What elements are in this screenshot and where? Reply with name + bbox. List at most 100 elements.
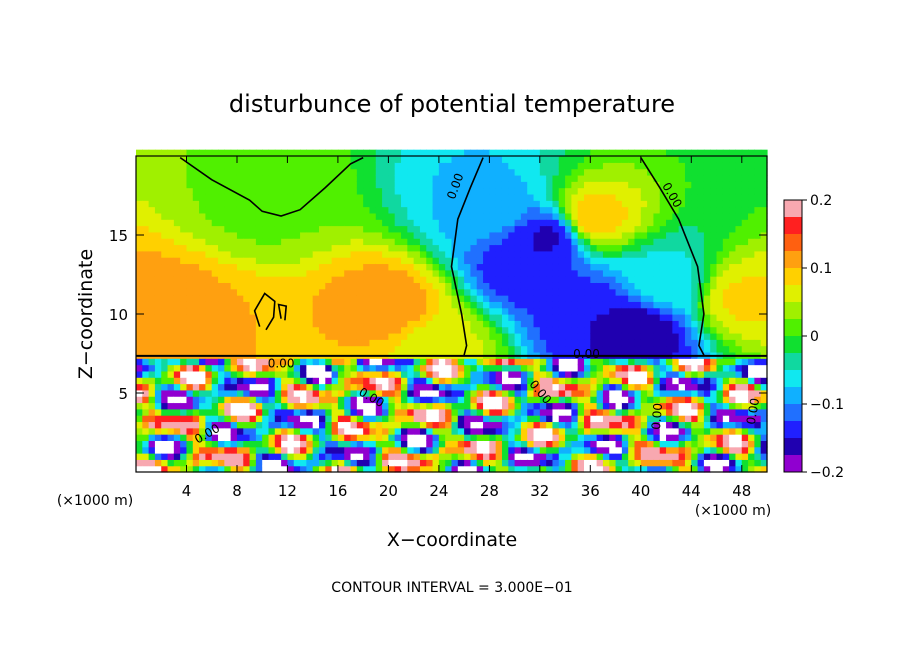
heatmap-cell	[375, 250, 383, 258]
heatmap-cell	[287, 377, 295, 385]
heatmap-cell	[173, 238, 181, 246]
heatmap-cell	[533, 364, 541, 372]
heatmap-cell	[457, 396, 465, 404]
heatmap-cell	[672, 301, 680, 309]
heatmap-cell	[382, 370, 389, 378]
heatmap-cell	[552, 408, 560, 416]
heatmap-cell	[262, 440, 270, 448]
heatmap-cell	[432, 446, 440, 454]
heatmap-cell	[602, 219, 610, 227]
heatmap-cell	[514, 206, 522, 214]
heatmap-cell	[716, 276, 724, 283]
heatmap-cell	[684, 295, 692, 302]
heatmap-cell	[666, 193, 673, 201]
heatmap-cell	[520, 212, 528, 220]
heatmap-cell	[565, 282, 572, 290]
heatmap-cell	[173, 440, 181, 448]
heatmap-cell	[293, 453, 301, 460]
heatmap-cell	[716, 440, 724, 448]
heatmap-cell	[142, 320, 150, 328]
heatmap-cell	[306, 295, 314, 302]
heatmap-cell	[363, 434, 371, 441]
heatmap-cell	[186, 370, 194, 378]
heatmap-cell	[552, 326, 560, 334]
heatmap-cell	[262, 288, 270, 296]
heatmap-cell	[401, 383, 408, 391]
heatmap-cell	[148, 301, 156, 309]
heatmap-cell	[142, 238, 150, 246]
heatmap-cell	[344, 276, 352, 283]
heatmap-cell	[192, 212, 200, 220]
heatmap-cell	[451, 307, 459, 315]
heatmap-cell	[337, 263, 345, 271]
heatmap-cell	[514, 231, 522, 239]
heatmap-cell	[388, 288, 396, 296]
heatmap-cell	[249, 370, 257, 378]
heatmap-cell	[249, 282, 257, 290]
heatmap-cell	[438, 434, 446, 441]
heatmap-cell	[350, 231, 358, 239]
heatmap-cell	[590, 250, 598, 258]
heatmap-cell	[678, 408, 686, 416]
heatmap-cell	[533, 383, 541, 391]
heatmap-cell	[167, 250, 175, 258]
heatmap-cell	[432, 174, 440, 182]
heatmap-cell	[666, 250, 673, 258]
heatmap-cell	[464, 149, 472, 157]
heatmap-cell	[369, 459, 377, 467]
heatmap-cell	[173, 206, 181, 214]
heatmap-cell	[388, 269, 396, 277]
heatmap-cell	[571, 206, 579, 214]
heatmap-cell	[255, 440, 263, 448]
heatmap-cell	[678, 288, 686, 296]
heatmap-cell	[413, 187, 421, 195]
heatmap-cell	[558, 345, 566, 353]
heatmap-cell	[407, 434, 415, 441]
heatmap-cell	[180, 238, 188, 246]
heatmap-cell	[356, 396, 364, 404]
heatmap-cell	[489, 250, 497, 258]
heatmap-cell	[489, 212, 497, 220]
heatmap-cell	[514, 326, 522, 334]
heatmap-cell	[571, 358, 579, 366]
heatmap-cell	[457, 339, 465, 347]
heatmap-cell	[287, 320, 295, 328]
heatmap-cell	[407, 326, 415, 334]
heatmap-cell	[306, 193, 314, 201]
heatmap-cell	[735, 339, 743, 347]
heatmap-cell	[615, 200, 623, 208]
heatmap-cell	[205, 402, 213, 410]
heatmap-cell	[628, 446, 636, 454]
heatmap-cell	[514, 295, 522, 302]
heatmap-cell	[236, 326, 244, 334]
heatmap-cell	[375, 301, 383, 309]
heatmap-cell	[337, 282, 345, 290]
heatmap-cell	[230, 193, 238, 201]
heatmap-cell	[476, 269, 484, 277]
heatmap-cell	[666, 231, 673, 239]
heatmap-cell	[312, 219, 320, 227]
heatmap-cell	[483, 288, 490, 296]
heatmap-cell	[407, 181, 415, 189]
heatmap-cell	[735, 238, 743, 246]
heatmap-cell	[640, 326, 648, 334]
heatmap-cell	[274, 370, 282, 378]
heatmap-cell	[218, 250, 225, 258]
heatmap-cell	[577, 244, 585, 252]
heatmap-cell	[520, 358, 528, 366]
heatmap-cell	[451, 250, 459, 258]
heatmap-cell	[268, 168, 276, 176]
heatmap-cell	[546, 377, 554, 385]
heatmap-cell	[615, 408, 623, 416]
heatmap-cell	[394, 238, 402, 246]
heatmap-cell	[287, 465, 295, 473]
heatmap-cell	[249, 459, 257, 467]
heatmap-cell	[508, 402, 516, 410]
heatmap-cell	[445, 250, 453, 258]
heatmap-cell	[445, 276, 453, 283]
heatmap-cell	[243, 370, 251, 378]
heatmap-cell	[628, 219, 636, 227]
heatmap-cell	[192, 282, 200, 290]
heatmap-cell	[489, 427, 497, 435]
heatmap-cell	[167, 162, 175, 170]
